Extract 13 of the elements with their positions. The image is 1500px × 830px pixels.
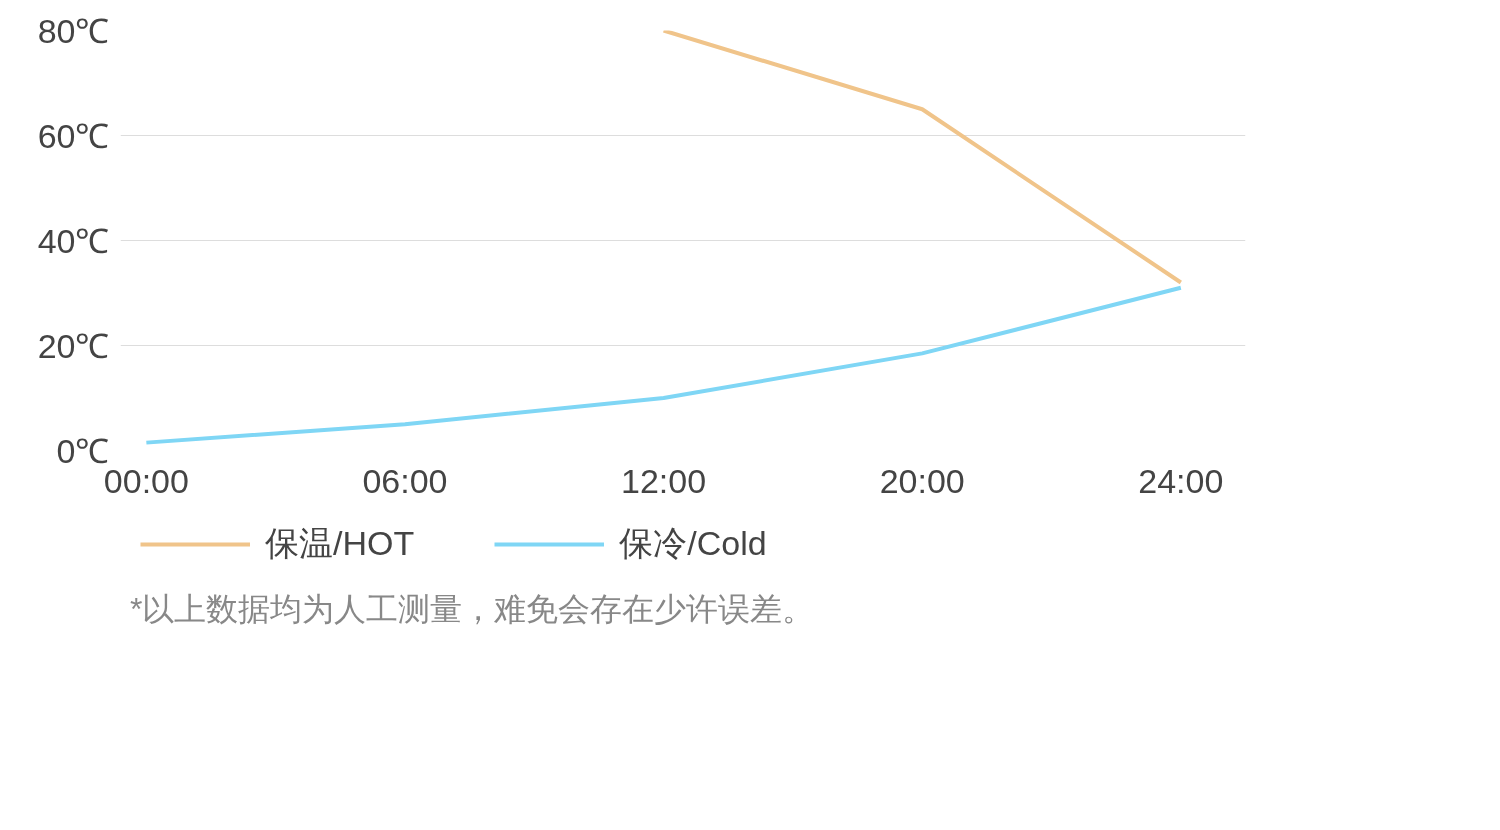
x-tick-label: 24:00 [1138,461,1224,500]
line-series [144,285,1183,445]
y-tick-label: 0℃ [56,431,110,470]
legend-label: 保温/HOT [265,523,415,564]
x-tick-label: 20:00 [879,461,965,500]
y-tick-label: 60℃ [37,116,110,155]
legend-label: 保冷/Cold [619,523,767,564]
y-tick-label: 40℃ [37,221,110,260]
x-tick-label: 12:00 [621,461,707,500]
y-tick-label: 20℃ [37,326,110,365]
y-tick-label: 80℃ [37,11,110,50]
x-tick-label: 06:00 [362,461,448,500]
text: *以上数据均为人工测量，难免会存在少许误差。 [130,590,815,629]
